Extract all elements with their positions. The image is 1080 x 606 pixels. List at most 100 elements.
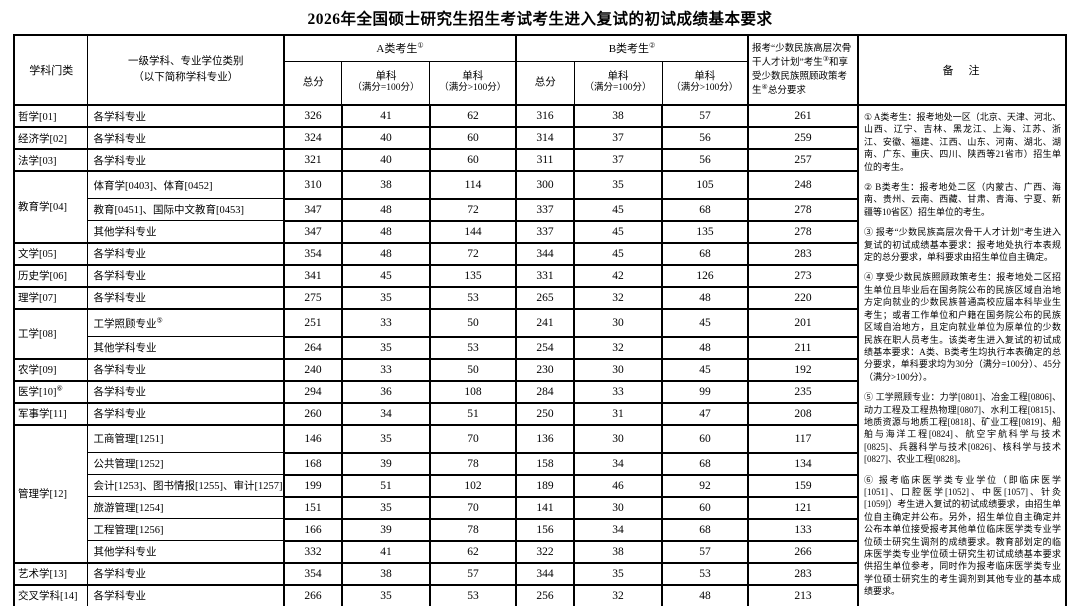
table-row: 管理学[12] 工商管理[1251] 146 35 70 136 30 60 1… xyxy=(13,423,1066,564)
score-cell: 53 xyxy=(660,561,750,586)
score-cell: 220 xyxy=(747,285,860,310)
discipline-cell: 工商管理[1251] xyxy=(87,423,285,454)
score-cell: 41 xyxy=(340,539,431,564)
score-cell: 117 xyxy=(747,423,860,454)
score-cell: 158 xyxy=(515,451,575,476)
score-cell: 57 xyxy=(660,539,750,564)
score-cell: 31 xyxy=(573,401,663,426)
score-cell: 156 xyxy=(515,517,575,542)
score-cell: 40 xyxy=(340,148,431,172)
score-cell: 53 xyxy=(428,583,518,606)
score-cell: 261 xyxy=(747,104,860,128)
discipline-cell: 各学科专业 xyxy=(87,401,285,426)
score-cell: 51 xyxy=(428,401,518,426)
score-cell: 34 xyxy=(573,517,663,542)
score-cell: 42 xyxy=(573,263,663,288)
table-row: 历史学[06] 各学科专业 341 45 135 331 42 126 273 xyxy=(13,263,1066,288)
score-cell: 189 xyxy=(515,473,575,498)
score-cell: 33 xyxy=(340,357,431,382)
score-cell: 68 xyxy=(660,241,750,266)
discipline-cell: 旅游管理[1254] xyxy=(87,496,285,520)
score-cell: 321 xyxy=(282,148,343,172)
score-cell: 35 xyxy=(340,583,431,606)
score-cell: 38 xyxy=(340,170,431,200)
score-cell: 192 xyxy=(747,357,860,382)
table-row: 经济学[02] 各学科专业 324 40 60 314 37 56 259 xyxy=(13,126,1066,150)
score-cell: 33 xyxy=(340,307,431,338)
score-cell: 38 xyxy=(340,561,431,586)
score-cell: 354 xyxy=(282,561,343,586)
score-cell: 30 xyxy=(573,495,663,520)
score-cell: 248 xyxy=(747,170,860,200)
col-header-b-single-gt100: 单科 （满分>100分） xyxy=(661,60,750,106)
score-cell: 62 xyxy=(428,104,518,128)
col-header-group-b: B类考生② xyxy=(514,34,750,62)
score-cell: 30 xyxy=(573,423,663,454)
score-cell: 51 xyxy=(340,473,431,498)
score-cell: 45 xyxy=(660,307,750,338)
note-ref-2: ② xyxy=(649,41,656,50)
score-cell: 45 xyxy=(573,241,663,266)
score-cell: 146 xyxy=(282,423,343,454)
score-cell: 30 xyxy=(573,357,663,382)
score-cell: 60 xyxy=(428,148,518,172)
score-cell: 60 xyxy=(428,126,518,150)
score-cell: 347 xyxy=(282,197,343,222)
subject-category-cell: 理学[07] xyxy=(13,285,89,310)
note-ref-4: ④ xyxy=(761,83,768,92)
score-cell: 36 xyxy=(340,379,431,404)
score-cell: 92 xyxy=(660,473,750,498)
note-ref-1: ① xyxy=(417,41,424,50)
score-cell: 199 xyxy=(282,473,343,498)
score-cell: 273 xyxy=(747,263,860,288)
score-cell: 62 xyxy=(428,539,518,564)
score-cell: 264 xyxy=(282,335,343,360)
discipline-cell: 各学科专业 xyxy=(87,104,285,128)
score-cell: 257 xyxy=(747,148,860,172)
score-cell: 326 xyxy=(282,104,343,128)
group-a-label: A类考生 xyxy=(376,43,418,56)
score-cell: 294 xyxy=(282,379,343,404)
score-cell: 105 xyxy=(660,170,750,200)
score-cell: 121 xyxy=(747,495,860,520)
score-cell: 201 xyxy=(747,307,860,338)
subject-category-cell: 管理学[12] xyxy=(13,423,89,564)
score-cell: 68 xyxy=(660,517,750,542)
score-cell: 266 xyxy=(747,539,860,564)
note-ref-3: ③ xyxy=(822,54,830,63)
score-cell: 53 xyxy=(428,335,518,360)
col-header-subject-category: 学科门类 xyxy=(13,34,89,106)
score-cell: 322 xyxy=(515,539,575,564)
score-cell: 48 xyxy=(660,335,750,360)
score-cell: 53 xyxy=(428,285,518,310)
score-cell: 35 xyxy=(340,495,431,520)
score-cell: 50 xyxy=(428,307,518,338)
col-header-a-total: 总分 xyxy=(282,60,343,106)
note-2: ② B类考生：报考地处二区（内蒙古、广西、海南、贵州、云南、西藏、甘肃、青海、宁… xyxy=(864,182,1062,217)
score-cell: 260 xyxy=(282,401,343,426)
score-cell: 240 xyxy=(282,357,343,382)
score-cell: 151 xyxy=(282,495,343,520)
table-row: 医学[10]⑥ 各学科专业 294 36 108 284 33 99 235 xyxy=(13,379,1066,404)
discipline-cell: 其他学科专业 xyxy=(87,336,285,360)
score-cell: 68 xyxy=(660,451,750,476)
score-cell: 45 xyxy=(573,219,663,244)
score-cell: 72 xyxy=(428,197,518,222)
note-ref-6: ⑥ xyxy=(56,384,63,393)
discipline-cell: 其他学科专业 xyxy=(87,220,285,244)
score-cell: 40 xyxy=(340,126,431,150)
score-cell: 278 xyxy=(747,219,860,244)
subject-category-cell: 医学[10]⑥ xyxy=(13,379,89,404)
subject-category-cell: 教育学[04] xyxy=(13,170,89,244)
score-cell: 35 xyxy=(340,335,431,360)
subject-category-cell: 艺术学[13] xyxy=(13,561,89,586)
score-cell: 78 xyxy=(428,451,518,476)
score-cell: 35 xyxy=(340,423,431,454)
score-cell: 34 xyxy=(573,451,663,476)
score-cell: 30 xyxy=(573,307,663,338)
table-row: 会计[1253]、图书情报[1255]、审计[1257] 199 51 102 … xyxy=(14,473,1066,498)
col-header-remarks: 备 注 xyxy=(857,34,1067,106)
subject-category-cell: 军事学[11] xyxy=(13,401,89,426)
score-cell: 344 xyxy=(515,241,575,266)
score-cell: 47 xyxy=(660,401,750,426)
